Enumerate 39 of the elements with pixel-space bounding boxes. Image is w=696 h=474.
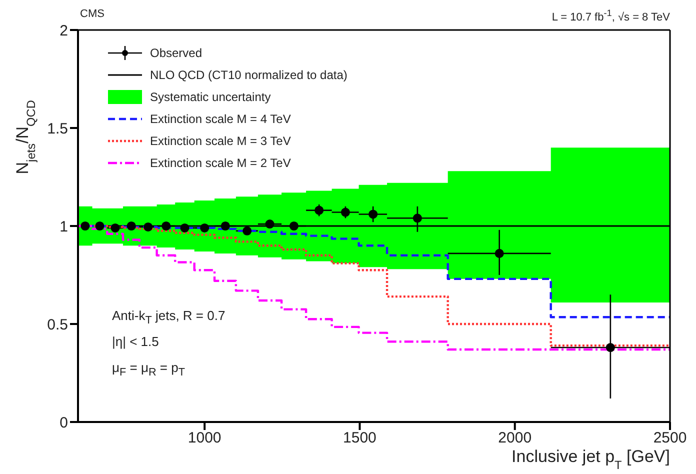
x-axis-title: Inclusive jet p$_{T}$ [GeV] [512,447,670,472]
point [80,221,90,231]
legend-label: Observed [150,46,202,60]
y-tick-label: 2 [60,22,68,40]
legend-label: Extinction scale M = 2 TeV [150,156,291,170]
annotation: |η| < 1.5 [112,334,159,349]
point [220,221,230,231]
point [95,221,104,231]
x-tick-label: 1000 [188,430,222,447]
y-tick-label: 0 [60,414,68,432]
legend-label: NLO QCD (CT10 normalized to data) [150,68,348,82]
point [180,223,190,232]
point [606,343,615,352]
point [368,210,378,219]
legend-label: Extinction scale M = 3 TeV [150,134,291,148]
point [265,220,274,229]
x-tick-label: 1500 [343,430,376,447]
annotation: Systematic uncertainty [150,90,271,104]
point [314,206,324,215]
x-tick-label: 2000 [498,430,532,447]
point [242,226,252,236]
y-tick-label: 1 [60,218,68,236]
y-tick-label: 0.5 [47,316,68,334]
text: L = 10.7 fb$^{-1}$, √s = 8 TeV [552,8,670,24]
point [110,223,120,232]
point [412,214,422,223]
point [200,223,210,232]
point [162,221,171,231]
annotation: Anti-k$_{T}$ jets, R = 0.7 [112,308,226,327]
point [289,221,298,231]
y-tick-label: 1.5 [47,120,68,138]
x-tick-label: 2500 [653,430,687,447]
point [340,208,350,217]
legend-label: Extinction scale M = 4 TeV [150,112,291,126]
point [126,221,136,231]
text: CMS [80,8,104,20]
point [144,222,153,232]
annotation: μ$_{F}$ = μ$_{R}$ = p$_{T}$ [112,360,185,379]
point [494,248,504,258]
